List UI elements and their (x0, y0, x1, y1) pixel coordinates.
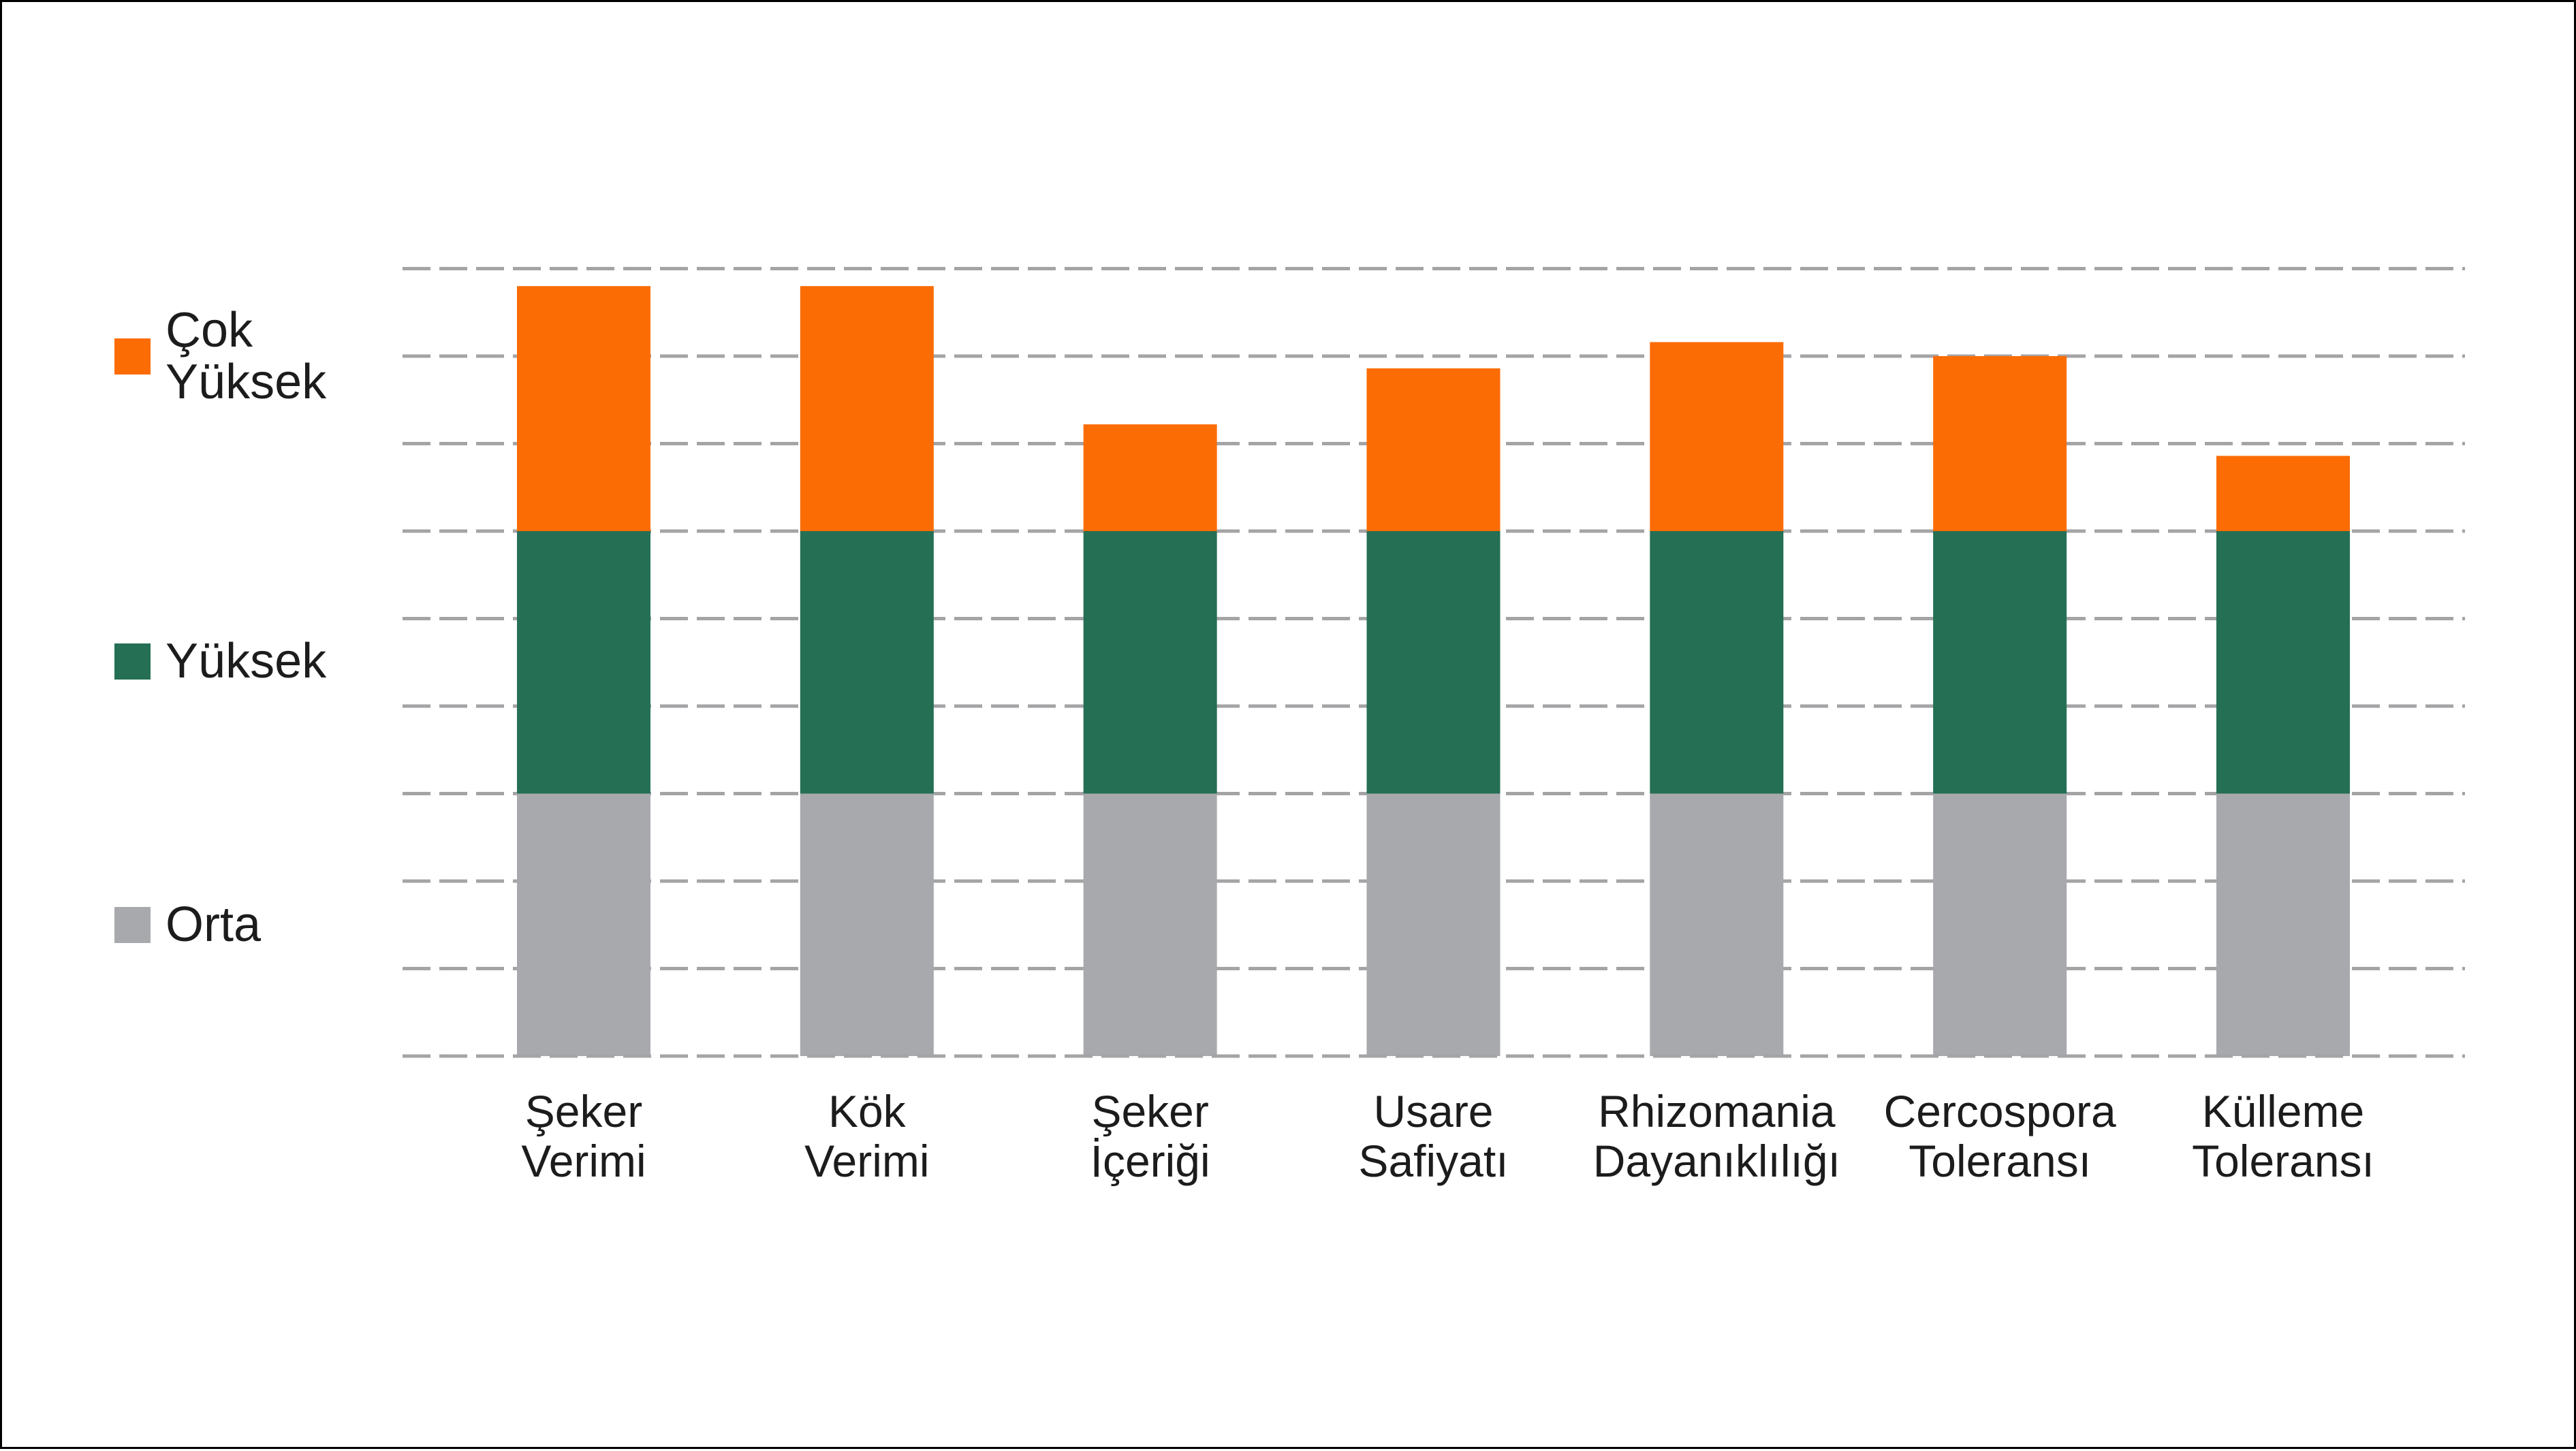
bar-segment-yüksek (1366, 531, 1501, 794)
bar-segment-orta (1366, 793, 1501, 1056)
bar-segment-orta (1650, 793, 1784, 1056)
x-axis-label: Cercospora Toleransı (1883, 1086, 2116, 1186)
bar-segment-çok-yüksek (1933, 356, 2067, 531)
x-axis-label: Şeker Verimi (521, 1086, 646, 1186)
bar-segment-yüksek (1650, 531, 1784, 794)
bar-segment-çok-yüksek (800, 286, 934, 531)
legend-label-yuksek: Yüksek (166, 634, 327, 688)
bar-segment-çok-yüksek (1650, 342, 1784, 531)
bars (517, 286, 2350, 1056)
legend-item-yuksek: Yüksek (114, 635, 326, 687)
legend-label-cok-yuksek: Çok Yüksek (166, 303, 327, 409)
bar-segment-orta (1933, 793, 2067, 1056)
bar-segment-çok-yüksek (1366, 368, 1501, 531)
legend-swatch-yuksek-icon (114, 643, 151, 680)
bar-segment-yüksek (2216, 531, 2350, 794)
x-axis-label: Rhizomania Dayanıklılığı (1592, 1086, 1840, 1186)
bar-segment-orta (1083, 793, 1217, 1056)
bar-segment-çok-yüksek (1083, 424, 1217, 531)
bar-segment-orta (517, 793, 650, 1056)
x-axis-label: Şeker İçeriği (1090, 1086, 1210, 1186)
legend-swatch-cok-yuksek-icon (114, 338, 151, 374)
x-axis-label: Usare Safiyatı (1358, 1086, 1509, 1186)
bar-segment-yüksek (1933, 531, 2067, 794)
bar-segment-yüksek (800, 531, 934, 794)
legend-item-orta: Orta (114, 899, 261, 951)
bar-segment-çok-yüksek (517, 286, 650, 531)
legend-item-cok-yuksek: Çok Yüksek (114, 304, 326, 408)
x-axis-label: Kök Verimi (804, 1086, 930, 1186)
legend-swatch-orta-icon (114, 906, 151, 943)
x-axis-label: Külleme Toleransı (2192, 1086, 2374, 1186)
legend-label-orta: Orta (166, 897, 262, 952)
bar-segment-orta (800, 793, 934, 1056)
bar-segment-çok-yüksek (2216, 456, 2350, 531)
bar-segment-orta (2216, 793, 2350, 1056)
bar-segment-yüksek (517, 531, 650, 794)
bar-segment-yüksek (1083, 531, 1217, 794)
